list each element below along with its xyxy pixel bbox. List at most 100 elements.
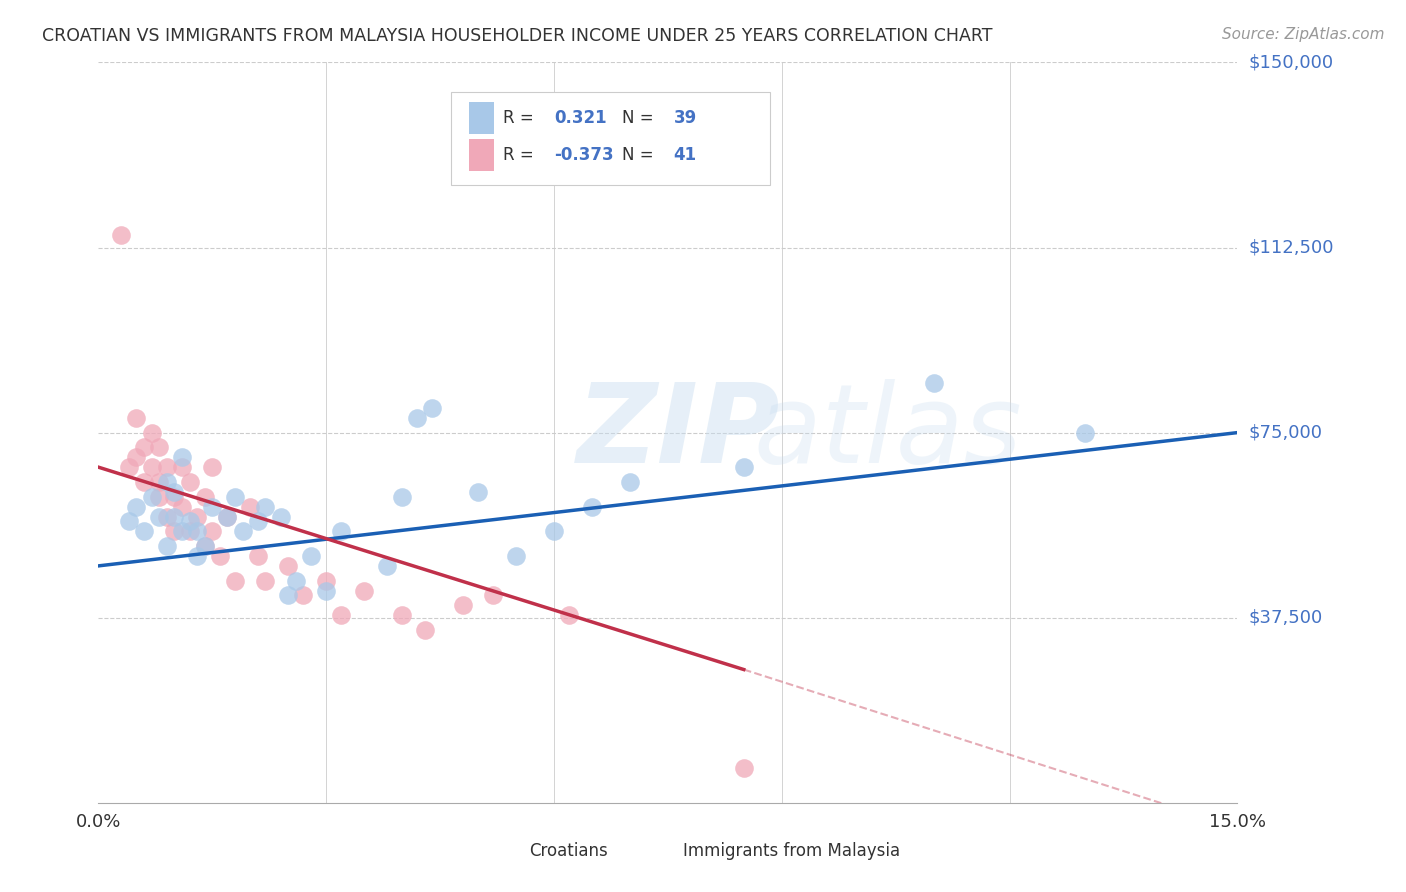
Text: N =: N = (623, 109, 659, 127)
Point (315, 574, 337, 588)
Point (194, 539, 217, 553)
Point (148, 509, 170, 524)
Text: -0.373: -0.373 (554, 146, 613, 164)
Point (413, 623, 436, 637)
FancyBboxPatch shape (468, 139, 494, 170)
Point (201, 524, 224, 539)
Text: 0.321: 0.321 (554, 109, 606, 127)
Point (217, 509, 239, 524)
Point (284, 574, 307, 588)
Point (246, 515, 269, 529)
Point (148, 441, 170, 455)
Text: Immigrants from Malaysia: Immigrants from Malaysia (683, 842, 900, 860)
Point (170, 524, 193, 539)
Point (170, 500, 193, 514)
Point (125, 500, 148, 514)
Point (277, 558, 299, 573)
FancyBboxPatch shape (451, 92, 770, 185)
Point (299, 549, 322, 563)
Point (270, 509, 292, 524)
Point (141, 425, 163, 440)
Point (118, 515, 141, 529)
Point (406, 410, 429, 425)
Point (353, 583, 375, 598)
Point (482, 589, 505, 603)
Point (163, 490, 186, 504)
Point (141, 460, 163, 475)
Point (156, 539, 179, 553)
Point (110, 228, 132, 243)
Point (148, 490, 170, 504)
Point (125, 410, 148, 425)
Point (125, 450, 148, 465)
Point (224, 574, 246, 588)
Point (170, 460, 193, 475)
Point (292, 589, 315, 603)
Point (132, 524, 155, 539)
Text: atlas: atlas (754, 379, 1022, 486)
Text: R =: R = (503, 109, 538, 127)
Point (201, 460, 224, 475)
Point (170, 450, 193, 465)
Point (733, 460, 755, 475)
Point (194, 539, 217, 553)
Point (254, 574, 277, 588)
Text: $37,500: $37,500 (1249, 608, 1323, 627)
Text: $150,000: $150,000 (1249, 54, 1333, 71)
Point (375, 558, 398, 573)
Point (201, 500, 224, 514)
Point (217, 509, 239, 524)
Point (922, 376, 945, 391)
Point (132, 441, 155, 455)
FancyBboxPatch shape (651, 840, 676, 862)
Point (179, 475, 201, 489)
Point (141, 490, 163, 504)
FancyBboxPatch shape (468, 103, 494, 134)
Text: 39: 39 (673, 109, 697, 127)
Point (179, 515, 201, 529)
Point (330, 608, 353, 623)
Point (505, 549, 527, 563)
FancyBboxPatch shape (498, 840, 522, 862)
Point (132, 475, 155, 489)
Point (391, 608, 413, 623)
Point (467, 484, 489, 499)
Point (163, 509, 186, 524)
Point (232, 524, 254, 539)
Point (179, 524, 201, 539)
Point (156, 509, 179, 524)
Point (156, 475, 179, 489)
Point (733, 761, 755, 775)
Point (254, 500, 277, 514)
Text: Croatians: Croatians (529, 842, 607, 860)
Point (451, 599, 474, 613)
Point (543, 524, 565, 539)
Text: ZIP: ZIP (576, 379, 780, 486)
Point (186, 524, 208, 539)
Point (163, 524, 186, 539)
Text: CROATIAN VS IMMIGRANTS FROM MALAYSIA HOUSEHOLDER INCOME UNDER 25 YEARS CORRELATI: CROATIAN VS IMMIGRANTS FROM MALAYSIA HOU… (42, 27, 993, 45)
Point (391, 490, 413, 504)
Point (148, 475, 170, 489)
Point (581, 500, 603, 514)
Point (239, 500, 262, 514)
Point (163, 484, 186, 499)
Text: $112,500: $112,500 (1249, 238, 1334, 257)
Point (315, 583, 337, 598)
Point (186, 509, 208, 524)
Point (208, 549, 231, 563)
Text: R =: R = (503, 146, 538, 164)
Point (1074, 425, 1097, 440)
Point (330, 524, 353, 539)
Point (277, 589, 299, 603)
Point (422, 401, 444, 415)
Text: $75,000: $75,000 (1249, 424, 1323, 442)
Point (194, 490, 217, 504)
Point (186, 549, 208, 563)
Point (224, 490, 246, 504)
Text: N =: N = (623, 146, 659, 164)
Text: 41: 41 (673, 146, 696, 164)
Point (558, 608, 581, 623)
Point (156, 460, 179, 475)
Text: Source: ZipAtlas.com: Source: ZipAtlas.com (1222, 27, 1385, 42)
